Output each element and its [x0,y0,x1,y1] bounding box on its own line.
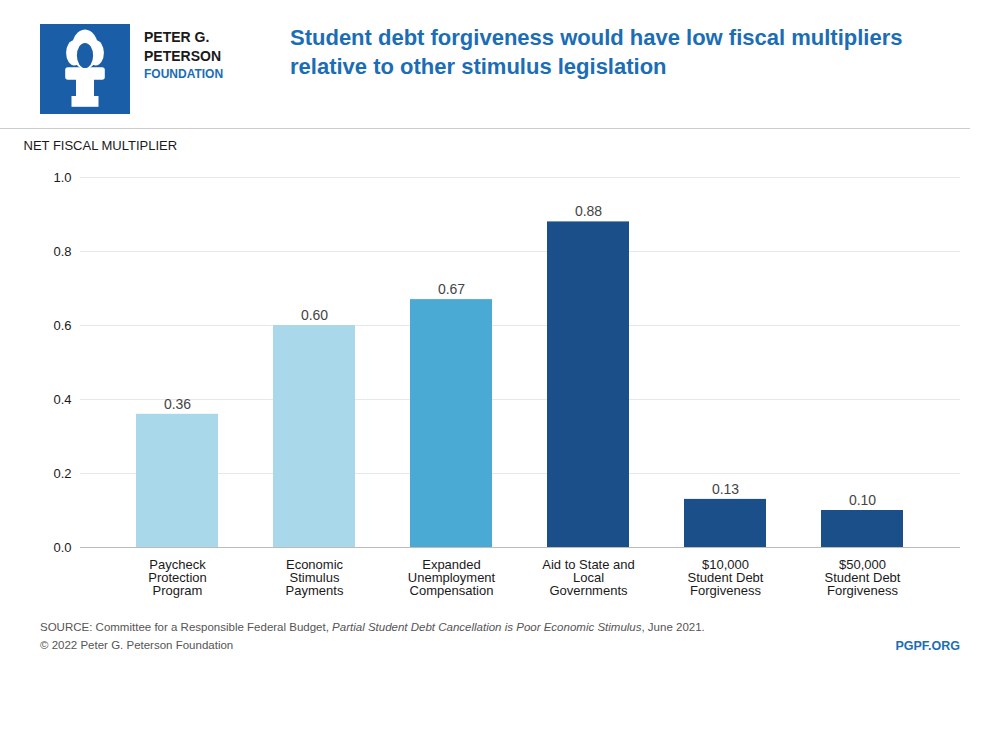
svg-text:0.88: 0.88 [575,203,602,219]
svg-text:1.0: 1.0 [53,170,71,185]
html-text:SOURCE: Committee for a Respon: SOURCE: Committee for a Responsible Fede… [40,621,705,633]
svg-text:ExpandedUnemploymentCompensati: ExpandedUnemploymentCompensation [408,557,496,598]
svg-text:0.67: 0.67 [438,281,465,297]
svg-text:0.8: 0.8 [53,244,71,259]
html-text:PETERSON: PETERSON [144,47,221,64]
svg-text:0.0: 0.0 [53,540,71,555]
svg-text:0.13: 0.13 [712,481,739,497]
svg-text:PaycheckProtectionProgram: PaycheckProtectionProgram [148,557,207,598]
html-text:© 2022 Peter G. Peterson Found: © 2022 Peter G. Peterson Foundation [40,639,234,651]
svg-text:$10,000Student DebtForgiveness: $10,000Student DebtForgiveness [688,557,764,598]
svg-text:0.60: 0.60 [301,307,328,323]
svg-text:0.2: 0.2 [53,466,71,481]
html-text:Student debt forgiveness would: Student debt forgiveness would have low … [290,25,903,50]
html-text:FOUNDATION: FOUNDATION [144,66,224,81]
svg-text:EconomicStimulusPayments: EconomicStimulusPayments [286,557,344,598]
svg-text:$50,000Student DebtForgiveness: $50,000Student DebtForgiveness [825,557,901,598]
svg-text:0.4: 0.4 [53,392,71,407]
html-text:PGPF.ORG: PGPF.ORG [895,639,960,653]
html-text:relative to other stimulus leg: relative to other stimulus legislation [290,53,667,79]
svg-text:0.10: 0.10 [849,492,876,508]
svg-text:NET FISCAL MULTIPLIER: NET FISCAL MULTIPLIER [24,138,178,153]
html-text:PETER G.: PETER G. [144,29,210,45]
svg-text:Aid to State andLocalGovernmen: Aid to State andLocalGovernments [542,557,635,598]
svg-text:0.6: 0.6 [53,318,71,333]
svg-text:0.36: 0.36 [164,396,191,412]
